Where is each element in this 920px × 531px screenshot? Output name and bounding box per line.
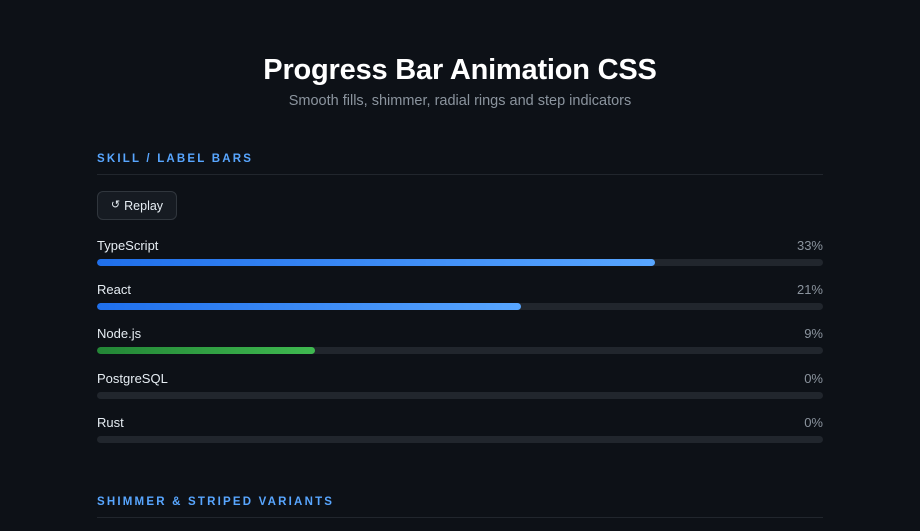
skill-bar-postgresql: PostgreSQL 0% [97,371,823,403]
skill-bar-nodejs: Node.js 9% [97,326,823,358]
skill-label: Node.js [97,326,142,341]
progress-fill [97,259,655,266]
page-subtitle: Smooth fills, shimmer, radial rings and … [288,93,632,109]
replay-button-label: Replay [124,198,164,213]
skill-percent: 21% [796,282,823,297]
progress-track [97,392,823,399]
skill-percent: 0% [804,371,823,386]
skill-label: Rust [97,415,124,430]
progress-track [97,436,823,443]
skill-bar-typescript: TypeScript 33% [97,238,823,270]
section-heading-skill-bars: Skill / Label Bars [97,152,823,175]
skill-label: TypeScript [97,238,159,253]
skill-percent: 9% [804,326,823,341]
replay-button[interactable]: ↺ Replay [97,191,177,220]
replay-icon: ↺ [110,199,121,211]
skill-bar-react: React 21% [97,282,823,314]
skill-percent: 0% [804,415,823,430]
progress-track [97,347,823,354]
progress-track [97,303,823,310]
progress-track [97,259,823,266]
skill-label: React [97,282,131,297]
section-heading-shimmer-striped: Shimmer & Striped Variants [97,495,823,518]
page-title: Progress Bar Animation CSS [263,54,657,86]
skill-bar-rust: Rust 0% [97,415,823,447]
progress-fill [97,303,521,310]
skill-label: PostgreSQL [97,371,168,386]
progress-fill [97,347,315,354]
skill-percent: 33% [796,238,823,253]
